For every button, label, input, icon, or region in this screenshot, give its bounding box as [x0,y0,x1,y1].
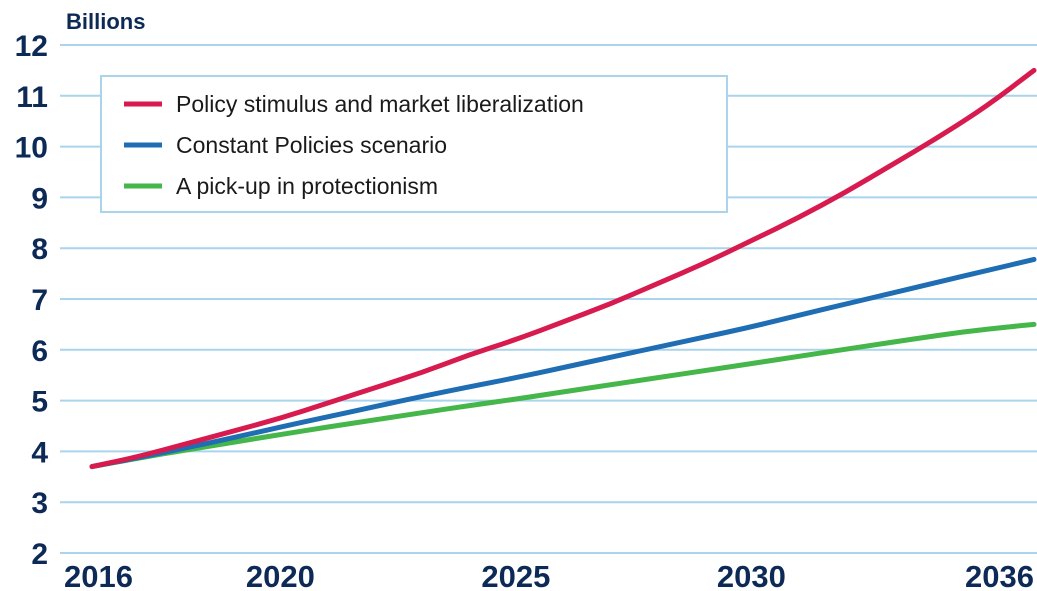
legend: Policy stimulus and market liberalizatio… [100,75,728,213]
series-line [89,256,1037,470]
y-tick-label: 12 [15,30,48,63]
x-tick-label: 2036 [965,559,1034,591]
legend-label: Policy stimulus and market liberalizatio… [176,91,584,117]
series-line [89,321,1037,470]
y-axis-unit-label: Billions [66,9,145,34]
y-tick-label: 7 [31,284,48,317]
y-tick-label: 6 [31,335,48,368]
y-tick-label: 8 [31,233,48,266]
x-tick-label: 2020 [246,559,315,591]
x-tick-label: 2030 [717,559,786,591]
legend-label: A pick-up in protectionism [176,173,438,199]
series-line [89,67,1037,470]
y-tick-label: 9 [31,182,48,215]
y-tick-label: 3 [31,487,48,520]
y-tick-label: 10 [15,132,48,165]
y-tick-label: 11 [16,81,48,114]
x-axis-ticks: 2016 2020 2025 2030 2036 [64,559,1034,591]
x-tick-label: 2025 [481,559,550,591]
legend-label: Constant Policies scenario [176,132,447,158]
y-tick-label: 4 [31,436,48,469]
y-axis-ticks: 2 3 4 5 6 7 8 9 10 11 12 [15,30,49,571]
legend-box [100,75,728,213]
series-lines [89,67,1037,470]
x-tick-label: 2016 [64,559,133,591]
y-tick-label: 5 [31,386,48,419]
y-tick-label: 2 [31,538,48,571]
